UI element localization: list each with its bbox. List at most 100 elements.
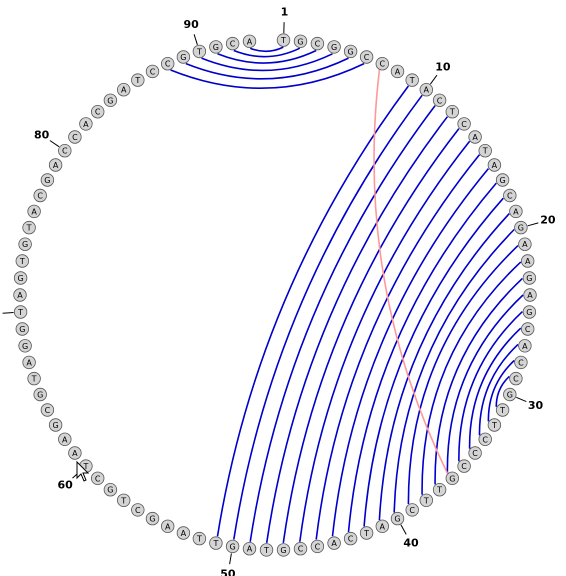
position-tick	[516, 396, 527, 403]
nucleotide-letter: C	[95, 108, 101, 117]
nucleotide: A	[509, 204, 523, 219]
nucleotide: T	[495, 403, 510, 417]
nucleotide: A	[390, 64, 405, 79]
nucleotide-letter: C	[507, 192, 513, 201]
nucleotide-circle	[90, 104, 105, 119]
nucleotide-letter: G	[499, 176, 505, 185]
nucleotide: C	[359, 50, 374, 64]
nucleotide-circle	[13, 305, 28, 319]
position-tick	[193, 34, 198, 45]
nucleotide-letter: A	[513, 207, 519, 216]
nucleotide: A	[79, 117, 93, 131]
nucleotide: G	[18, 339, 32, 353]
nucleotide: A	[419, 82, 434, 97]
nucleotide: T	[432, 483, 447, 497]
nucleotide-letter: C	[62, 147, 68, 156]
nucleotide: C	[468, 446, 482, 460]
nucleotide-circle	[327, 40, 341, 54]
nucleotide: T	[131, 73, 145, 87]
nucleotide-circle	[523, 288, 537, 302]
nucleotide-circle	[405, 73, 419, 87]
nucleotide: C	[343, 531, 358, 546]
nucleotide: G	[18, 237, 32, 251]
nucleotide: G	[225, 539, 240, 554]
nucleotide: A	[523, 288, 537, 302]
nucleotide-letter: C	[315, 542, 321, 551]
nucleotide-circle	[27, 204, 41, 219]
position-label: 60	[57, 478, 73, 491]
base-pair-line	[468, 327, 522, 449]
nucleotide: C	[457, 459, 471, 473]
nucleotide: G	[514, 220, 528, 235]
nucleotide-circle	[514, 220, 528, 235]
nucleotide-circle	[521, 322, 535, 336]
nucleotide-circle	[503, 387, 517, 402]
nucleotide-letter: A	[522, 240, 528, 249]
base-pair-line	[458, 311, 523, 462]
base-pair-line	[282, 128, 460, 544]
nucleotide-letter: G	[107, 96, 113, 105]
nucleotide-circle	[276, 33, 291, 47]
nucleotide-letter: G	[19, 325, 25, 334]
nucleotide-circle	[131, 73, 145, 87]
nucleotide-circle	[375, 57, 390, 71]
nucleotide: C	[457, 117, 471, 131]
nucleotide-letter: A	[31, 207, 37, 216]
nucleotide-letter: C	[364, 53, 370, 62]
nucleotide-letter: T	[212, 539, 218, 548]
nucleotide-letter: A	[53, 161, 59, 170]
nucleotide-circle	[192, 531, 207, 546]
position-label: 80	[34, 128, 50, 141]
nucleotide-circle	[225, 36, 240, 51]
nucleotide-letter: G	[518, 224, 524, 233]
base-pair-line	[407, 245, 519, 505]
base-pair-line	[249, 105, 436, 542]
nucleotide-letter: G	[347, 47, 353, 56]
nucleotide-circle	[518, 339, 532, 353]
nucleotide-letter: T	[436, 486, 442, 495]
nucleotide: G	[343, 44, 358, 59]
nucleotide: G	[522, 271, 537, 285]
nucleotide-letter: G	[107, 486, 113, 495]
nucleotide-letter: G	[213, 43, 219, 52]
nucleotide-circle	[419, 82, 434, 97]
position-label: 50	[220, 568, 236, 576]
nucleotide-circle	[310, 36, 325, 51]
base-pair-line	[217, 49, 317, 64]
nucleotide: A	[242, 542, 257, 556]
base-pair-line	[216, 85, 410, 537]
nucleotide-circle	[176, 526, 191, 540]
nucleotide-letter: T	[120, 496, 126, 505]
nucleotide-circle	[209, 536, 223, 550]
nucleotide-circle	[445, 471, 460, 486]
nucleotide: G	[48, 418, 63, 432]
position-tick	[49, 140, 60, 148]
nucleotide: T	[276, 33, 291, 47]
nucleotide: G	[103, 93, 118, 108]
nucleotide: C	[145, 64, 160, 79]
nucleotide-circle	[390, 64, 405, 79]
nucleotide-letter: A	[62, 435, 68, 444]
nucleotide-letter: C	[482, 435, 488, 444]
nucleotide-letter: C	[472, 449, 478, 458]
base-pair-line	[233, 47, 301, 58]
nucleotide-letter: C	[37, 192, 43, 201]
nucleotide-circle	[116, 82, 131, 97]
base-pair-line	[170, 62, 365, 90]
nucleotide-letter: C	[409, 506, 415, 515]
nucleotide-circle	[457, 459, 471, 473]
nucleotide: G	[293, 34, 308, 49]
nucleotide-letter: C	[298, 545, 304, 554]
nucleotide-letter: T	[82, 462, 88, 471]
nucleotide: G	[522, 305, 537, 319]
nucleotide-circle	[522, 305, 537, 319]
nucleotide-circle	[131, 503, 145, 517]
nucleotide: T	[13, 305, 28, 319]
nucleotide: G	[145, 511, 160, 526]
nucleotide-circle	[33, 387, 47, 402]
nucleotide-circle	[68, 130, 82, 144]
nucleotide-circle	[478, 432, 492, 447]
nucleotide-letter: C	[72, 133, 78, 142]
nucleotide-circle	[445, 104, 460, 119]
